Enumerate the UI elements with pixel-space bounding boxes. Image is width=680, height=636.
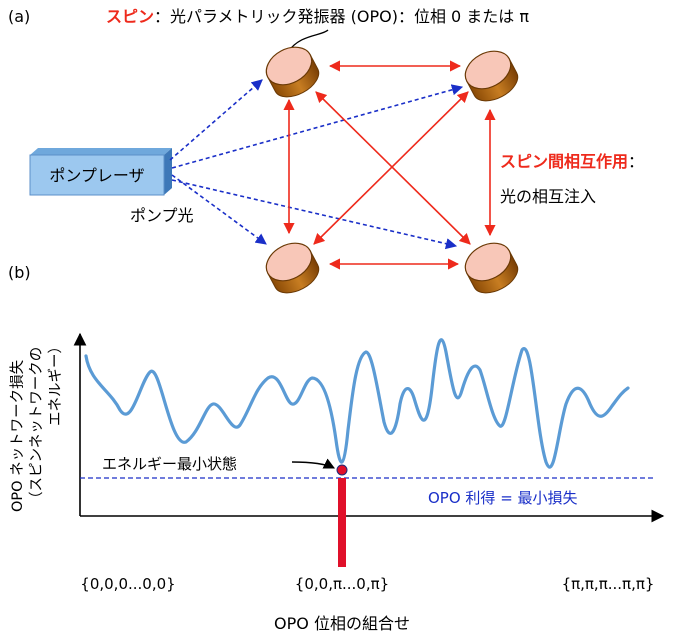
spin-title-red: スピン [106, 7, 154, 26]
x-axis-label: OPO 位相の組合せ [274, 614, 410, 633]
pump-light-arrows [169, 79, 464, 250]
opo-cylinder-bottom-right [464, 242, 519, 294]
y-axis-label: OPO ネットワーク損失 （スピンネットワークの エネルギー） [9, 339, 64, 512]
interaction-desc: 光の相互注入 [500, 187, 596, 206]
y-label-line-2: （スピンネットワークの [28, 347, 45, 506]
energy-curve [84, 338, 630, 469]
x-tick-1: {0,0,0...0,0} [80, 575, 175, 593]
panel-b-label: (b) [8, 263, 31, 282]
arrow-diag-2 [313, 91, 469, 245]
gain-label: OPO 利得 = 最小損失 [428, 489, 578, 507]
min-state-label: エネルギー最小状態 [102, 455, 237, 473]
panel-a-label: (a) [8, 7, 30, 26]
y-label-line-3: エネルギー） [47, 339, 64, 426]
interaction-arrows [283, 60, 496, 270]
spin-title: スピン：光パラメトリック発振器 (OPO)：位相 0 または π [106, 7, 529, 26]
pump-arrow-1 [169, 79, 263, 161]
pump-arrow-4 [171, 179, 458, 250]
min-state-arrow [291, 458, 336, 469]
x-tick-3: {π,π,π...π,π} [562, 575, 655, 593]
spin-title-rest: ：光パラメトリック発振器 (OPO)：位相 0 または π [154, 7, 529, 26]
arrow-diag-1 [315, 91, 471, 245]
interaction-colon: ： [628, 152, 644, 171]
pump-arrow-2 [171, 84, 464, 169]
pump-arrow-3 [171, 174, 267, 245]
interaction-red: スピン間相互作用 [500, 152, 628, 171]
opo-cylinder-bottom-left [265, 242, 320, 294]
opo-cylinder-top-right [464, 50, 519, 102]
pump-laser-box: ポンプレーザ [29, 148, 172, 196]
y-label-line-1: OPO ネットワーク損失 [9, 359, 26, 512]
minimum-marker [336, 464, 348, 476]
laser-label: ポンプレーザ [49, 166, 144, 185]
pump-light-label: ポンプ光 [130, 206, 194, 225]
opo-cylinder-top-left [265, 46, 320, 98]
interaction-title: スピン間相互作用： [500, 152, 644, 171]
x-tick-2: {0,0,π...0,π} [295, 575, 389, 593]
minimum-bar [338, 478, 346, 567]
